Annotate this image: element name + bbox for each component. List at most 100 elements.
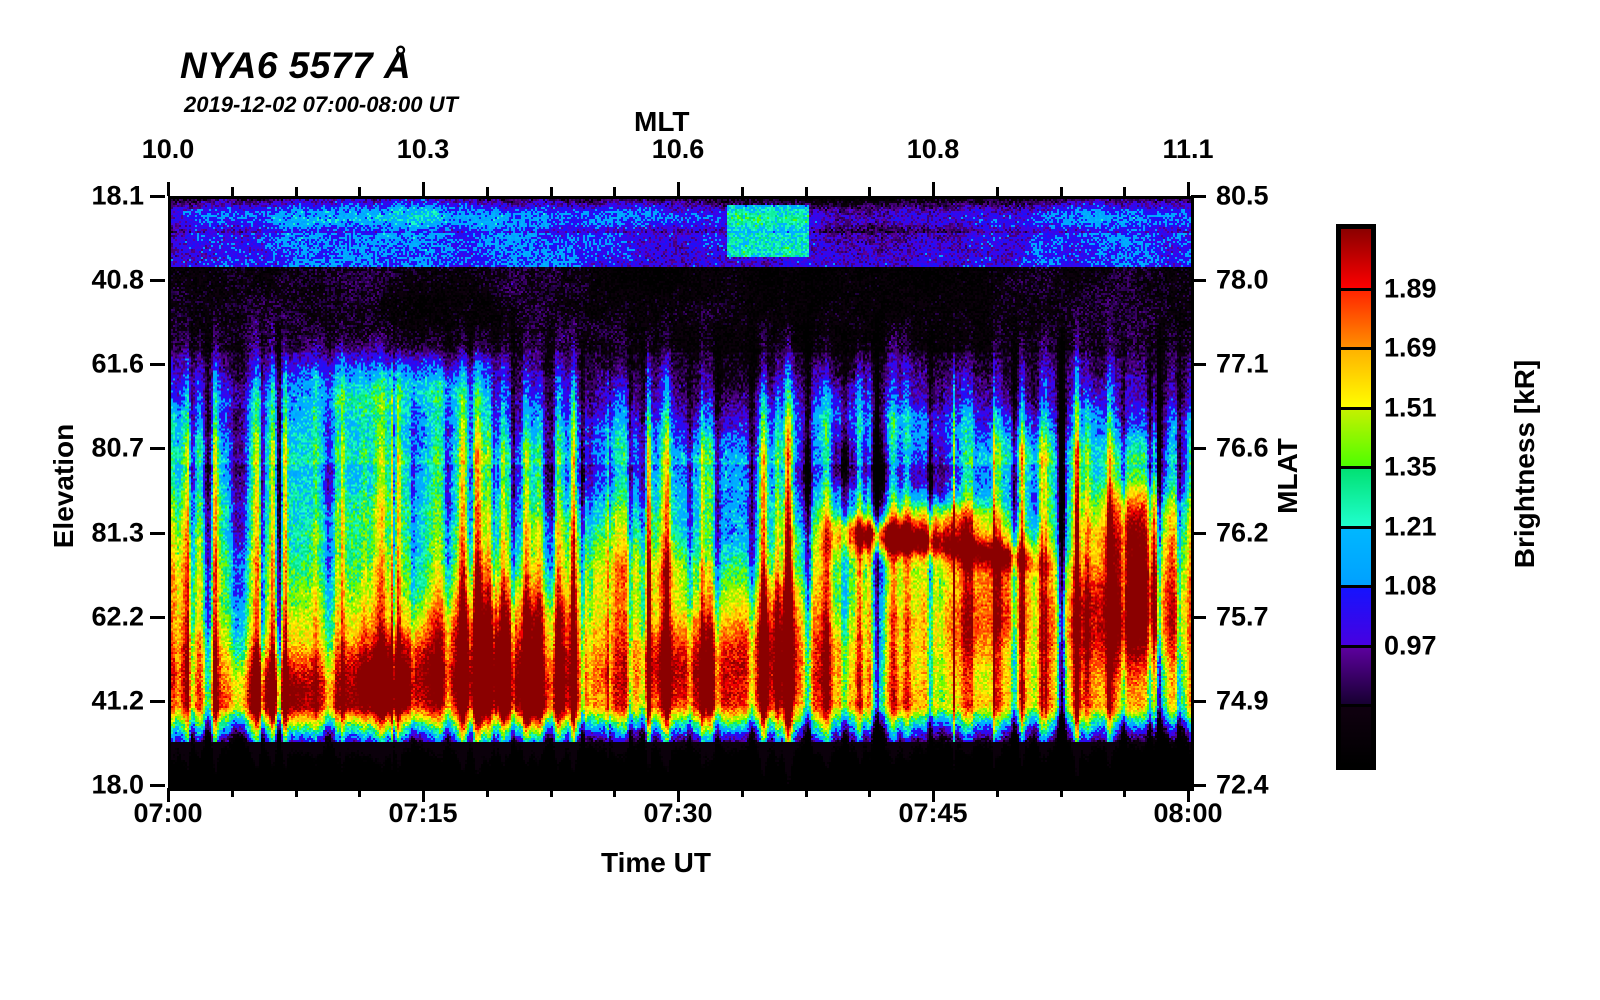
top-tick-major-1 (422, 182, 425, 196)
x-axis-title: Time UT (601, 847, 711, 878)
left-tick-label-4: 81.3 (91, 517, 144, 548)
colorbar-tick-label-2: 1.51 (1384, 392, 1437, 423)
plot-subtitle: 2019-12-02 07:00-08:00 UT (184, 92, 458, 117)
colorbar-tick-label-5: 1.08 (1384, 570, 1437, 601)
bottom-tick-major-4 (1187, 788, 1190, 802)
colorbar-separator-3 (1341, 406, 1371, 410)
left-tick-label-5: 62.2 (91, 601, 144, 632)
top-tick-minor-1-3 (613, 187, 617, 196)
left-tick-label-7: 18.0 (91, 769, 144, 800)
top-tick-minor-0-1 (230, 187, 234, 196)
left-tick-label-0: 18.1 (91, 180, 144, 211)
keogram-plot-area (168, 196, 1194, 791)
colorbar-band-4 (1341, 467, 1371, 527)
colorbar-band-2 (1341, 348, 1371, 408)
keogram-image (171, 199, 1191, 788)
left-tick-7 (150, 784, 165, 787)
colorbar-tick-label-1: 1.69 (1384, 332, 1437, 363)
right-axis-title: MLAT (1272, 438, 1303, 514)
colorbar-title: Brightness [kR] (1509, 359, 1540, 569)
colorbar-band-8 (1341, 705, 1371, 765)
left-tick-3 (150, 447, 165, 451)
colorbar (1336, 224, 1376, 770)
bottom-tick-minor-3-1 (995, 788, 999, 797)
top-tick-label-4: 11.1 (1162, 134, 1214, 164)
top-tick-minor-1-1 (485, 187, 489, 196)
top-tick-major-0 (167, 182, 170, 196)
colorbar-tick-label-6: 0.97 (1384, 630, 1437, 661)
right-tick-5 (1191, 615, 1206, 619)
right-tick-label-3: 76.6 (1216, 432, 1269, 463)
colorbar-separator-6 (1341, 585, 1371, 589)
plot-title: NYA6 5577 Å (180, 45, 412, 86)
top-tick-minor-1-2 (549, 187, 553, 196)
colorbar-band-6 (1341, 586, 1371, 646)
right-tick-label-1: 78.0 (1216, 264, 1269, 295)
colorbar-tick-label-3: 1.35 (1384, 451, 1437, 482)
bottom-tick-major-3 (932, 788, 935, 802)
left-tick-label-6: 41.2 (91, 685, 144, 716)
right-tick-7 (1191, 784, 1206, 787)
right-tick-label-5: 75.7 (1216, 601, 1269, 632)
bottom-tick-minor-0-2 (294, 788, 298, 797)
right-tick-label-7: 72.4 (1216, 769, 1269, 800)
colorbar-separator-5 (1341, 525, 1371, 529)
colorbar-band-5 (1341, 526, 1371, 587)
bottom-tick-minor-2-1 (740, 788, 744, 797)
right-tick-label-4: 76.2 (1216, 517, 1269, 548)
top-tick-minor-3-2 (1059, 187, 1063, 196)
left-tick-5 (150, 615, 165, 619)
left-tick-label-3: 80.7 (91, 432, 144, 463)
y-axis-title: Elevation (48, 423, 79, 549)
left-tick-label-1: 40.8 (91, 264, 144, 295)
top-tick-minor-0-3 (358, 187, 362, 196)
top-axis-title: MLT (634, 106, 690, 137)
left-tick-2 (150, 363, 165, 367)
top-tick-minor-2-3 (868, 187, 872, 196)
bottom-tick-minor-2-3 (868, 788, 872, 797)
top-tick-label-2: 10.6 (651, 134, 705, 164)
right-tick-0 (1191, 195, 1206, 198)
top-tick-label-3: 10.8 (906, 134, 960, 164)
right-tick-label-6: 74.9 (1216, 685, 1269, 716)
bottom-tick-minor-2-2 (804, 788, 808, 797)
colorbar-tick-label-0: 1.89 (1384, 273, 1437, 304)
top-tick-minor-0-2 (294, 187, 298, 196)
top-tick-minor-3-3 (1123, 187, 1127, 196)
bottom-tick-major-2 (677, 788, 680, 802)
top-tick-minor-3-1 (995, 187, 999, 196)
bottom-tick-major-0 (167, 788, 170, 802)
bottom-tick-minor-1-3 (613, 788, 617, 797)
top-tick-major-3 (932, 182, 935, 196)
bottom-tick-label-0: 07:00 (133, 798, 203, 828)
right-tick-label-0: 80.5 (1216, 180, 1269, 211)
right-tick-6 (1191, 699, 1206, 703)
left-tick-label-2: 61.6 (91, 348, 144, 379)
right-tick-2 (1191, 363, 1206, 367)
colorbar-band-3 (1341, 407, 1371, 468)
colorbar-band-7 (1341, 645, 1371, 706)
bottom-tick-label-4: 08:00 (1153, 798, 1223, 828)
top-tick-label-0: 10.0 (141, 134, 195, 164)
colorbar-separator-7 (1341, 644, 1371, 648)
bottom-tick-label-3: 07:45 (898, 798, 968, 828)
bottom-tick-minor-0-3 (358, 788, 362, 797)
colorbar-tick-label-4: 1.21 (1384, 511, 1437, 542)
top-tick-minor-2-2 (804, 187, 808, 196)
right-tick-3 (1191, 447, 1206, 451)
bottom-tick-minor-3-2 (1059, 788, 1063, 797)
bottom-tick-minor-3-3 (1123, 788, 1127, 797)
colorbar-band-0 (1341, 229, 1371, 289)
right-tick-4 (1191, 531, 1206, 535)
bottom-tick-minor-0-1 (230, 788, 234, 797)
colorbar-band-1 (1341, 288, 1371, 349)
colorbar-separator-8 (1341, 704, 1371, 708)
right-tick-1 (1191, 279, 1206, 283)
left-tick-6 (150, 699, 165, 703)
left-tick-1 (150, 279, 165, 283)
colorbar-separator-1 (1341, 287, 1371, 291)
colorbar-separator-2 (1341, 347, 1371, 351)
top-tick-major-4 (1187, 182, 1190, 196)
right-tick-label-2: 77.1 (1216, 348, 1269, 379)
bottom-tick-major-1 (422, 788, 425, 802)
